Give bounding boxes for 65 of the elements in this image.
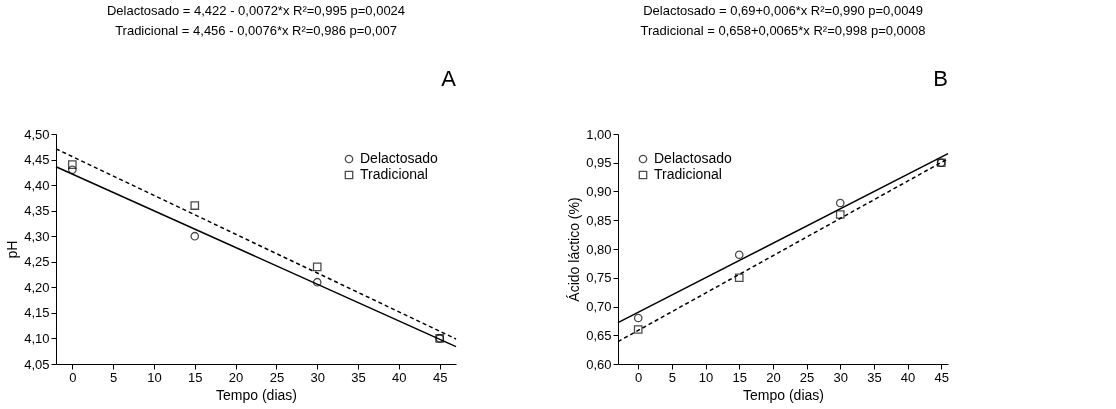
x-axis-title: Tempo (dias): [743, 386, 824, 403]
y-axis-title: Ácido láctico (%): [566, 197, 583, 302]
y-tick-label: 4,05: [24, 356, 50, 372]
point: [190, 201, 200, 210]
text: Delactosado = 0,69+0,006*x R²=0,990 p=0,0049: [643, 3, 923, 18]
point: [67, 165, 77, 175]
point: [835, 198, 845, 208]
x-tick-label: 10: [698, 369, 714, 385]
y-tick-label: 0,85: [586, 212, 612, 228]
chart-title: B: [933, 66, 948, 91]
x-tick-label: 0: [635, 369, 643, 385]
x-tick-label: 25: [269, 369, 285, 385]
y-tick-label: 4,40: [24, 177, 50, 193]
y-axis-title: pH: [4, 240, 21, 259]
point: [312, 262, 322, 272]
x-tick-label: 25: [799, 369, 815, 385]
x-tick-label: 15: [188, 369, 203, 385]
y-tick-label: 0,70: [586, 299, 612, 314]
y-tick-label: 0,65: [586, 327, 612, 343]
point: [190, 231, 200, 241]
y-tick-label: 4,45: [24, 152, 50, 168]
x-tick-label: 30: [833, 369, 848, 385]
text: Tradicional = 4,456 - 0,0076*x R²=0,986 p=0,007: [115, 23, 397, 38]
x-tick-label: 30: [310, 369, 325, 385]
point: [734, 250, 744, 260]
point: [67, 160, 77, 170]
x-tick-label: 10: [147, 369, 162, 385]
text: Delactosado = 4,422 - 0,0072*x R²=0,995 p=0,0024: [106, 3, 406, 18]
y-tick-label: 0,60: [586, 356, 612, 372]
x-tick-label: 40: [392, 369, 407, 385]
point: [835, 210, 845, 219]
x-tick-label: 0: [69, 369, 77, 385]
y-tick-label: 0,75: [586, 270, 612, 286]
point: [633, 313, 643, 323]
x-axis-title: Tempo (dias): [216, 386, 297, 403]
y-tick-label: 0,90: [586, 184, 612, 199]
point: [312, 277, 322, 287]
x-tick-label: 45: [432, 369, 448, 385]
x-tick-label: 5: [668, 369, 676, 385]
point: [633, 325, 643, 334]
text: Tradicional = 0,658+0,0065*x R²=0,998 p=0,0008: [640, 23, 926, 38]
y-tick-label: 1,00: [586, 126, 612, 142]
x-tick-label: 15: [732, 369, 747, 385]
point: [734, 273, 744, 283]
y-tick-label: 4,35: [24, 203, 50, 219]
y-tick-label: 4,50: [24, 126, 50, 142]
y-tick-label: 4,20: [24, 279, 50, 295]
x-tick-label: 20: [228, 369, 244, 385]
x-tick-label: 35: [351, 369, 366, 385]
y-tick-label: 4,15: [24, 305, 50, 321]
legend-label: Delactosado: [360, 150, 439, 166]
x-tick-label: 45: [934, 369, 949, 385]
x-tick-label: 20: [766, 369, 781, 385]
legend-label: Delactosado: [654, 150, 733, 166]
legend-label: Tradicional: [654, 166, 722, 182]
x-tick-label: 35: [867, 369, 882, 385]
y-tick-label: 4,10: [24, 330, 50, 346]
chart-title: A: [441, 66, 457, 91]
y-tick-label: 4,30: [24, 228, 50, 244]
x-tick-label: 5: [110, 369, 118, 385]
y-tick-label: 0,95: [586, 155, 612, 171]
legend-label: Tradicional: [360, 166, 428, 182]
y-tick-label: 4,25: [24, 254, 50, 270]
y-tick-label: 0,80: [586, 241, 612, 257]
x-tick-label: 40: [900, 369, 916, 385]
